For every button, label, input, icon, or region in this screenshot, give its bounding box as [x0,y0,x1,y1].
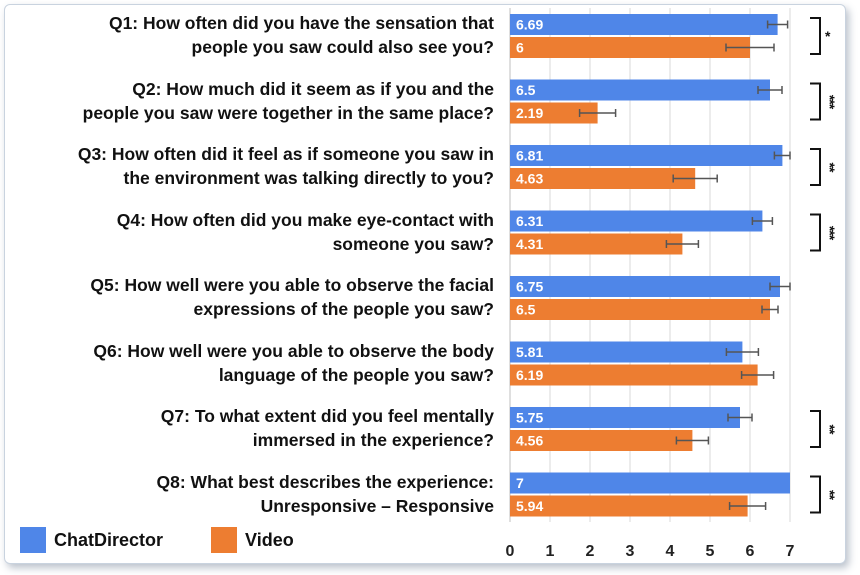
question-label-q6-line1: Q6: How well were you able to observe th… [93,340,494,361]
question-label-q5-line2: expressions of the people you saw? [193,299,495,319]
question-label-q8-line2: Unresponsive – Responsive [260,495,494,516]
x-tick-label-7: 7 [786,543,795,560]
question-label-q5: Q5: How well were you able to observe th… [24,273,494,321]
error-bar-chatdirector-q6 [725,348,760,356]
x-tick-label-1: 1 [546,543,555,560]
error-bar-chatdirector-q2 [757,86,783,94]
legend-item-video: Video [211,527,294,553]
significance-bracket-q7 [810,410,821,448]
significance-bracket-q8 [810,475,821,514]
bar-video-q1 [510,37,750,58]
error-bar-video-q5 [761,305,779,314]
question-label-q7: Q7: To what extent did you feel mentally… [24,404,494,452]
error-bar-chatdirector-q7 [727,413,753,422]
value-label-chatdirector-q8: 7 [516,475,524,491]
question-label-q2-line1: Q2: How much did it seem as if you and t… [132,78,494,99]
bar-chatdirector-q5 [510,276,780,297]
x-tick-label-6: 6 [746,543,755,560]
significance-label-q4: *** [822,226,838,241]
question-label-q1-line1: Q1: How often did you have the sensation… [108,13,494,33]
significance-bracket-q4 [810,213,821,252]
significance-label-q7: ** [822,425,838,435]
error-bar-video-q8 [728,502,767,510]
value-label-video-q3: 4.63 [516,171,543,187]
legend-swatch-chatdirector [20,527,46,553]
bar-chatdirector-q1 [510,14,778,35]
error-bar-chatdirector-q3 [773,151,791,160]
significance-bracket-q3 [810,148,821,186]
question-label-q6: Q6: How well were you able to observe th… [24,339,494,387]
significance-label-q1: * [825,28,831,44]
error-bar-video-q1 [725,43,775,52]
value-label-video-q7: 4.56 [516,433,543,449]
value-label-chatdirector-q3: 6.81 [516,148,543,164]
error-bar-chatdirector-q1 [766,20,789,29]
value-label-chatdirector-q5: 6.75 [516,279,543,295]
legend-item-chatdirector: ChatDirector [20,527,163,553]
x-tick-label-3: 3 [626,543,635,560]
value-label-chatdirector-q2: 6.5 [516,82,536,98]
bar-video-q8 [510,495,748,517]
x-tick-label-0: 0 [506,543,515,560]
question-label-q2: Q2: How much did it seem as if you and t… [24,77,494,125]
question-label-q7-line1: Q7: To what extent did you feel mentally [160,406,494,426]
question-label-q3: Q3: How often did it feel as if someone … [24,142,494,190]
error-bar-chatdirector-q4 [751,217,774,225]
error-bar-video-q2 [578,109,617,117]
significance-label-q3: ** [822,163,838,173]
bar-video-q5 [510,299,770,320]
bar-chatdirector-q2 [510,79,770,101]
error-bar-chatdirector-q5 [769,282,791,291]
bar-video-q3 [510,168,696,189]
value-label-chatdirector-q7: 5.75 [516,410,543,426]
legend-label-video: Video [245,529,294,550]
question-label-q6-line2: language of the people you saw? [218,364,494,385]
value-label-video-q5: 6.5 [516,302,536,318]
question-label-q1: Q1: How often did you have the sensation… [24,11,494,59]
bar-chatdirector-q4 [510,210,763,232]
value-label-chatdirector-q6: 5.81 [516,344,543,360]
legend: ChatDirector Video [20,527,342,553]
significance-bracket-q2 [810,82,821,121]
error-bar-video-q7 [675,436,710,445]
question-label-q4: Q4: How often did you make eye-contact w… [24,208,494,256]
bar-chatdirector-q8 [510,472,790,494]
error-bar-video-q4 [665,240,700,248]
question-label-q8-line1: Q8: What best describes the experience: [156,471,494,492]
bar-video-q2 [510,102,598,124]
question-label-q5-line1: Q5: How well were you able to observe th… [90,275,494,295]
value-label-video-q1: 6 [516,40,524,56]
x-tick-label-4: 4 [666,543,675,560]
question-label-q4-line1: Q4: How often did you make eye-contact w… [116,209,494,230]
error-bar-video-q3 [672,174,718,183]
significance-label-q8: ** [822,490,838,500]
legend-label-chatdirector: ChatDirector [54,529,164,550]
question-label-q7-line2: immersed in the experience? [252,430,494,450]
bar-video-q4 [510,233,683,255]
bar-chatdirector-q7 [510,407,740,428]
value-label-video-q8: 5.94 [516,498,543,514]
x-tick-label-5: 5 [706,543,715,560]
value-label-chatdirector-q4: 6.31 [516,213,543,229]
value-label-chatdirector-q1: 6.69 [516,17,543,33]
bar-video-q6 [510,364,758,386]
value-label-video-q6: 6.19 [516,367,543,383]
question-label-q1-line2: people you saw could also see you? [191,37,494,57]
bar-video-q7 [510,430,693,451]
error-bar-video-q6 [740,371,775,379]
bar-chatdirector-q6 [510,341,743,363]
question-label-q8: Q8: What best describes the experience: U… [24,470,494,518]
question-label-q4-line2: someone you saw? [332,233,494,254]
question-label-q3-line1: Q3: How often did it feel as if someone … [77,144,494,164]
question-label-q2-line2: people you saw were together in the same… [82,102,494,123]
value-label-video-q4: 4.31 [516,236,543,252]
significance-bracket-q1 [810,17,821,55]
significance-label-q2: *** [822,95,838,110]
x-tick-label-2: 2 [586,543,595,560]
bar-chatdirector-q3 [510,145,783,166]
question-label-q3-line2: the environment was talking directly to … [123,168,494,188]
legend-swatch-video [211,527,238,553]
value-label-video-q2: 2.19 [516,105,543,121]
